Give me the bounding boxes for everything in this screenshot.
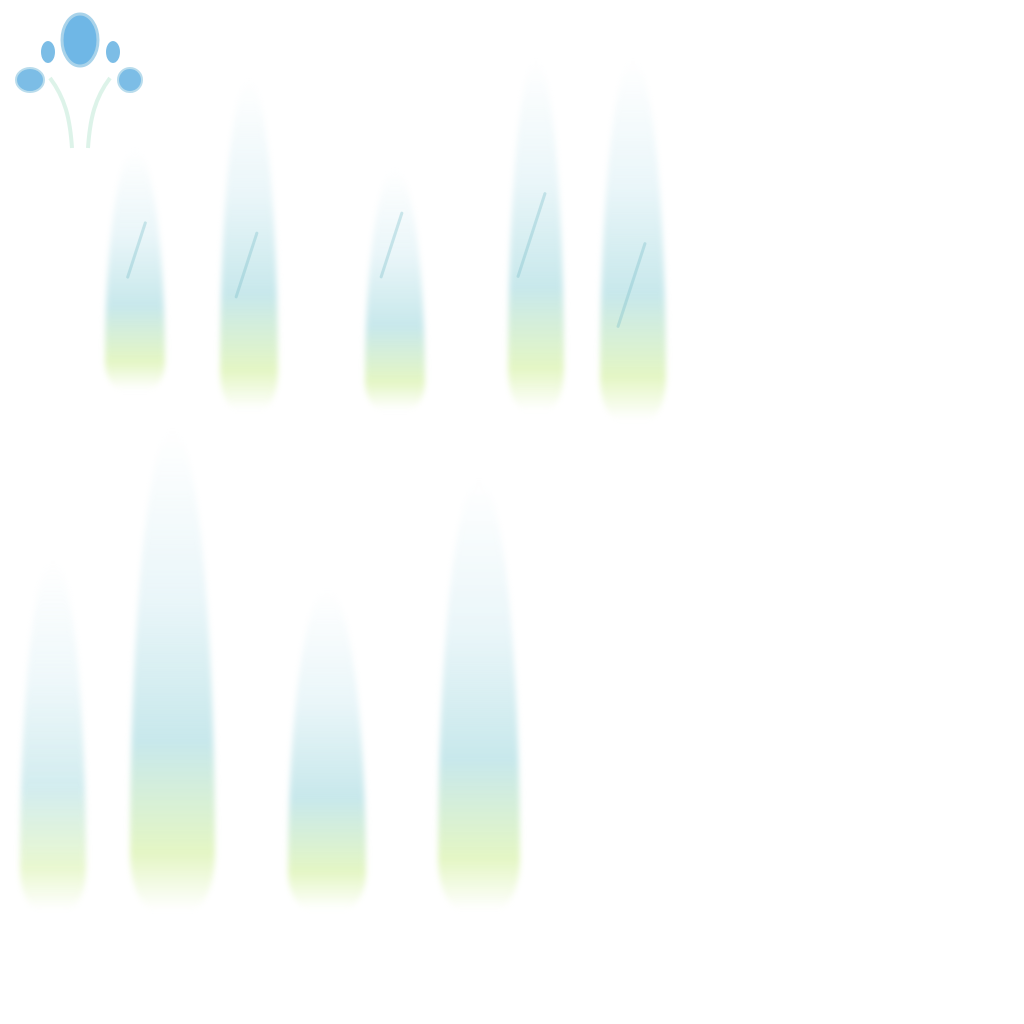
ice-flame-sprite (20, 560, 86, 910)
ice-flame-sprite (438, 480, 520, 910)
ice-flame-sprite (365, 170, 425, 410)
ice-flame-sprite (600, 60, 666, 420)
ice-flame-sprite (288, 590, 366, 910)
ice-flame-sprite (508, 60, 564, 410)
ice-flame-sprite (220, 80, 278, 410)
crystal-crown-icon (15, 12, 143, 158)
ice-flame-sprite (130, 430, 215, 910)
ice-flame-sprite (105, 150, 165, 390)
